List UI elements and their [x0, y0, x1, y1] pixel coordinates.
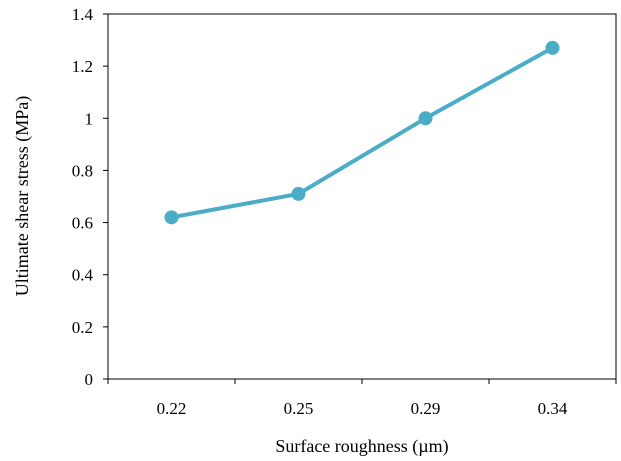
plot-area: [107, 13, 617, 380]
data-point: [291, 186, 306, 201]
series-line: [169, 45, 555, 220]
y-tick-label: 0.8: [72, 161, 93, 180]
y-tick-label: 1: [85, 109, 94, 128]
y-tick-label: 1.4: [72, 5, 94, 24]
x-axis-title: Surface roughness (µm): [275, 436, 448, 457]
y-tick-label: 0.6: [72, 214, 93, 233]
y-tick-label: 0.4: [72, 266, 94, 285]
x-axis-ticks: 0.22 0.25 0.29 0.34: [107, 379, 617, 418]
data-point: [545, 40, 560, 55]
y-tick-label: 0.2: [72, 318, 93, 337]
data-point: [418, 111, 433, 126]
data-points: [164, 40, 560, 225]
y-axis-title: Ultimate shear stress (MPa): [12, 96, 33, 296]
y-tick-label: 1.2: [72, 57, 93, 76]
x-tick-label: 0.29: [411, 399, 441, 418]
x-tick-label: 0.22: [157, 399, 187, 418]
y-axis-ticks: 0 0.2 0.4 0.6 0.8 1 1.2 1.4: [72, 5, 108, 389]
data-point: [164, 210, 179, 225]
x-tick-label: 0.34: [538, 399, 568, 418]
x-tick-label: 0.25: [284, 399, 314, 418]
y-tick-label: 0: [85, 370, 94, 389]
